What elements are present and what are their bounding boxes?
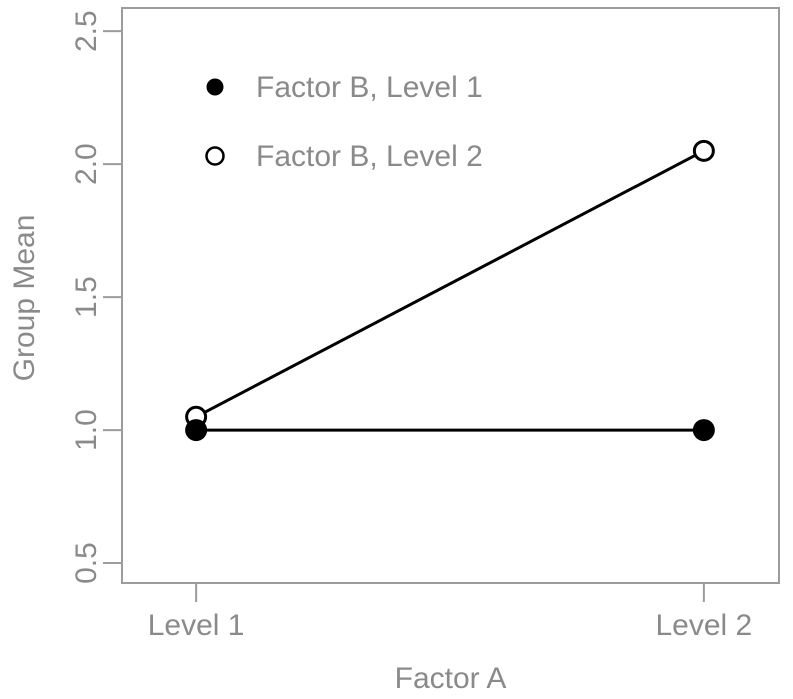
y-axis-tick-label: 2.5 — [70, 10, 103, 52]
legend-label: Factor B, Level 2 — [256, 140, 483, 173]
y-axis-tick-label: 2.0 — [70, 143, 103, 185]
x-axis-label: Factor A — [395, 662, 507, 695]
data-point-filled-circle — [185, 419, 208, 442]
x-axis-tick-label: Level 1 — [148, 609, 245, 642]
x-axis-tick-label: Level 2 — [655, 609, 752, 642]
y-axis-label: Group Mean — [8, 215, 41, 382]
y-axis-tick-label: 0.5 — [70, 542, 103, 584]
series-line-2 — [195, 149, 705, 419]
legend-label: Factor B, Level 1 — [256, 71, 483, 104]
data-point-open-circle — [692, 139, 715, 162]
data-point-filled-circle — [692, 419, 715, 442]
y-axis-tick-label: 1.0 — [70, 409, 103, 451]
plot-border — [121, 7, 780, 584]
y-axis-tick-label: 1.5 — [70, 276, 103, 318]
legend-open-circle-icon — [205, 146, 225, 166]
legend-filled-circle-icon — [206, 78, 224, 96]
